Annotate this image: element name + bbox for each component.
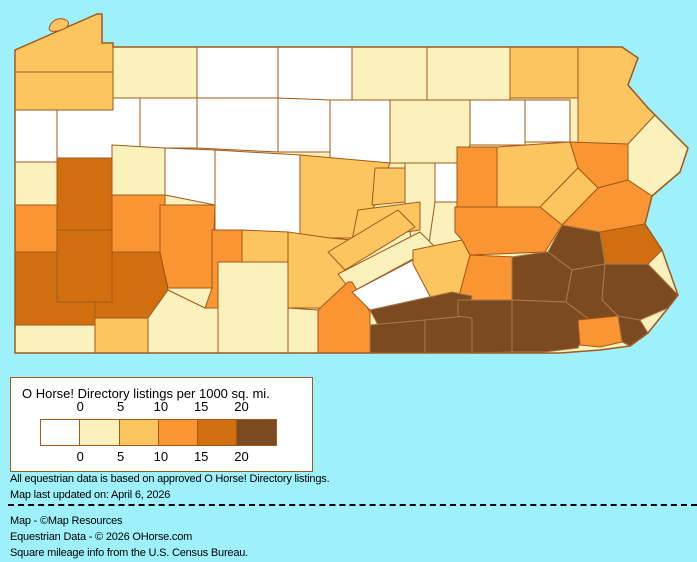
legend-title: O Horse! Directory listings per 1000 sq.… bbox=[22, 386, 270, 401]
county-mifflin bbox=[327, 209, 416, 271]
legend-tick-15: 15 bbox=[193, 449, 209, 464]
county-schuylkill bbox=[454, 206, 563, 256]
county-fayette bbox=[94, 317, 149, 354]
county-beaver bbox=[14, 204, 58, 253]
credit-map-resources: Map - ©Map Resources bbox=[10, 515, 123, 527]
county-jefferson bbox=[164, 147, 216, 206]
county-union bbox=[371, 167, 406, 206]
legend-swatch-5-10 bbox=[118, 419, 159, 446]
credit-census-bureau: Square mileage info from the U.S. Census… bbox=[10, 547, 249, 559]
county-northampton bbox=[599, 223, 663, 265]
legend: O Horse! Directory listings per 1000 sq.… bbox=[10, 377, 313, 472]
legend-swatch-0 bbox=[40, 419, 81, 446]
footer-data-note: All equestrian data is based on approved… bbox=[10, 473, 330, 485]
county-clarion bbox=[111, 144, 166, 196]
credit-equestrian-data: Equestrian Data - © 2026 OHorse.com bbox=[10, 531, 193, 543]
legend-tick-15: 15 bbox=[193, 399, 209, 414]
county-york bbox=[424, 315, 473, 354]
county-fulton bbox=[287, 307, 319, 354]
state-outline bbox=[14, 13, 689, 354]
county-lawrence bbox=[14, 161, 58, 206]
county-wyoming bbox=[524, 99, 571, 143]
county-bedford bbox=[217, 261, 289, 354]
county-bucks bbox=[601, 263, 679, 321]
legend-tick-0: 0 bbox=[76, 399, 84, 414]
legend-tick-20: 20 bbox=[234, 449, 249, 464]
dashed-separator bbox=[8, 504, 697, 506]
legend-tick-10: 10 bbox=[153, 399, 169, 414]
county-tioga bbox=[351, 46, 428, 101]
legend-tick-5: 5 bbox=[116, 399, 125, 414]
county-forest bbox=[139, 97, 198, 149]
legend-tick-0: 0 bbox=[76, 449, 84, 464]
presque-isle bbox=[48, 18, 69, 32]
legend-swatch-20+ bbox=[236, 419, 277, 446]
county-adams bbox=[369, 319, 426, 354]
county-clearfield bbox=[214, 149, 301, 236]
legend-swatch-10-15 bbox=[157, 419, 199, 446]
county-susquehanna bbox=[509, 46, 579, 99]
legend-tick-10: 10 bbox=[153, 449, 169, 464]
county-bradford bbox=[426, 46, 511, 101]
county-greene bbox=[14, 324, 96, 354]
legend-color-ramp bbox=[40, 419, 277, 446]
county-indiana bbox=[159, 204, 216, 289]
legend-swatch-0-5 bbox=[79, 419, 120, 446]
county-clinton bbox=[329, 99, 391, 164]
footer-updated-note: Map last updated on: April 6, 2026 bbox=[10, 489, 171, 501]
county-mckean bbox=[196, 46, 279, 99]
county-crawford bbox=[14, 71, 114, 111]
county-warren bbox=[112, 46, 198, 99]
legend-tick-20: 20 bbox=[234, 399, 249, 414]
legend-swatch-15-20 bbox=[197, 419, 238, 446]
legend-tick-5: 5 bbox=[116, 449, 125, 464]
county-cameron bbox=[277, 97, 331, 153]
county-allegheny bbox=[56, 229, 113, 303]
county-armstrong bbox=[111, 194, 166, 253]
county-montour bbox=[434, 162, 458, 203]
county-butler bbox=[56, 157, 113, 231]
county-delaware bbox=[577, 315, 623, 348]
county-potter bbox=[277, 46, 353, 101]
county-elk bbox=[196, 97, 279, 153]
county-sullivan bbox=[469, 99, 526, 146]
county-blair bbox=[241, 229, 289, 263]
county-columbia bbox=[456, 146, 498, 208]
county-mercer bbox=[14, 109, 58, 163]
